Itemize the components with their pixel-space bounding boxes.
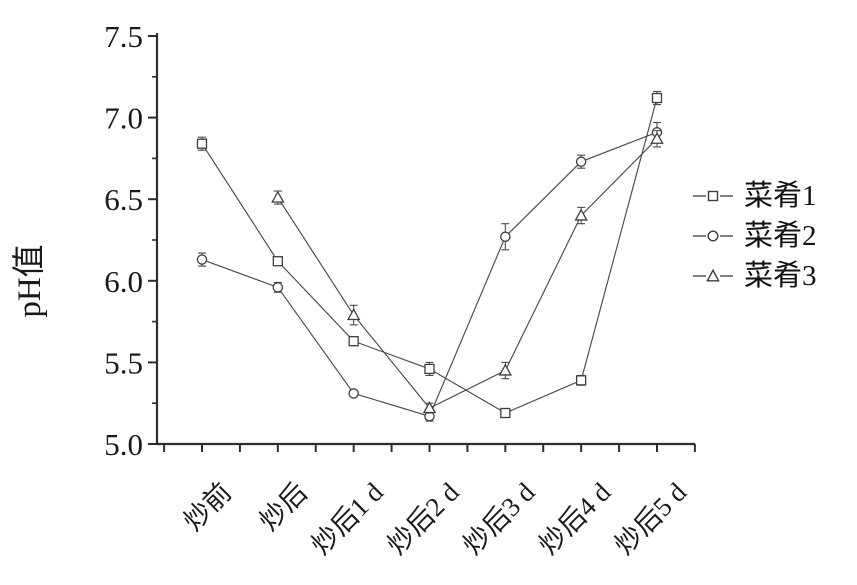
series-3-triangle-marker bbox=[346, 308, 361, 321]
y-tick-label: 6.0 bbox=[104, 264, 143, 299]
series-2-circle-marker bbox=[348, 388, 359, 399]
x-category-label: 炒后3 d bbox=[457, 477, 541, 561]
x-category-label: 炒后2 d bbox=[381, 477, 465, 561]
series-1-square-marker bbox=[272, 256, 283, 267]
legend-label-dish2: 菜肴2 bbox=[744, 219, 817, 252]
x-category-label: 炒后 bbox=[254, 477, 313, 536]
x-category-label: 炒后1 d bbox=[306, 477, 390, 561]
series-3-line bbox=[277, 138, 658, 409]
x-category-label: 炒前 bbox=[178, 477, 237, 536]
y-tick-label: 7.0 bbox=[104, 101, 143, 136]
series-2-circle-marker bbox=[272, 282, 284, 293]
triangle-marker-icon bbox=[693, 268, 733, 282]
series-3-triangle-marker bbox=[650, 131, 664, 144]
series-2-circle-marker bbox=[500, 231, 511, 242]
legend-label-dish3: 菜肴3 bbox=[744, 259, 817, 292]
legend-item-dish2: 菜肴2 bbox=[692, 216, 817, 256]
y-tick-label: 5.5 bbox=[104, 345, 143, 380]
series-1-square-marker bbox=[424, 363, 435, 375]
y-tick-label: 5.0 bbox=[104, 427, 143, 462]
series-3-triangle-marker bbox=[498, 363, 513, 376]
legend-label-dish1: 菜肴1 bbox=[744, 179, 817, 212]
x-category-label: 炒后5 d bbox=[609, 477, 693, 561]
legend-item-dish1: 菜肴1 bbox=[692, 176, 817, 216]
series-3-triangle-marker bbox=[422, 401, 437, 414]
series-2-circle-marker bbox=[575, 156, 587, 167]
series-1-square-marker bbox=[576, 375, 587, 386]
square-marker-icon bbox=[693, 190, 733, 202]
y-tick-label: 6.5 bbox=[104, 182, 143, 217]
y-tick-label: 7.5 bbox=[104, 19, 143, 54]
y-axis-title: pH值 bbox=[11, 244, 48, 317]
series-1-square-marker bbox=[651, 92, 663, 104]
circle-marker-icon bbox=[693, 230, 733, 242]
x-category-label: 炒后4 d bbox=[533, 477, 617, 561]
series-3-triangle-marker bbox=[271, 190, 285, 203]
series-1-square-marker bbox=[348, 336, 359, 347]
series-3-triangle-marker bbox=[574, 208, 588, 221]
chart-legend: 菜肴1 菜肴2 菜肴3 bbox=[692, 176, 817, 296]
series-1-square-marker bbox=[196, 138, 208, 149]
series-1-square-marker bbox=[500, 407, 511, 419]
series-2-circle-marker bbox=[196, 254, 208, 265]
legend-item-dish3: 菜肴3 bbox=[692, 256, 817, 296]
